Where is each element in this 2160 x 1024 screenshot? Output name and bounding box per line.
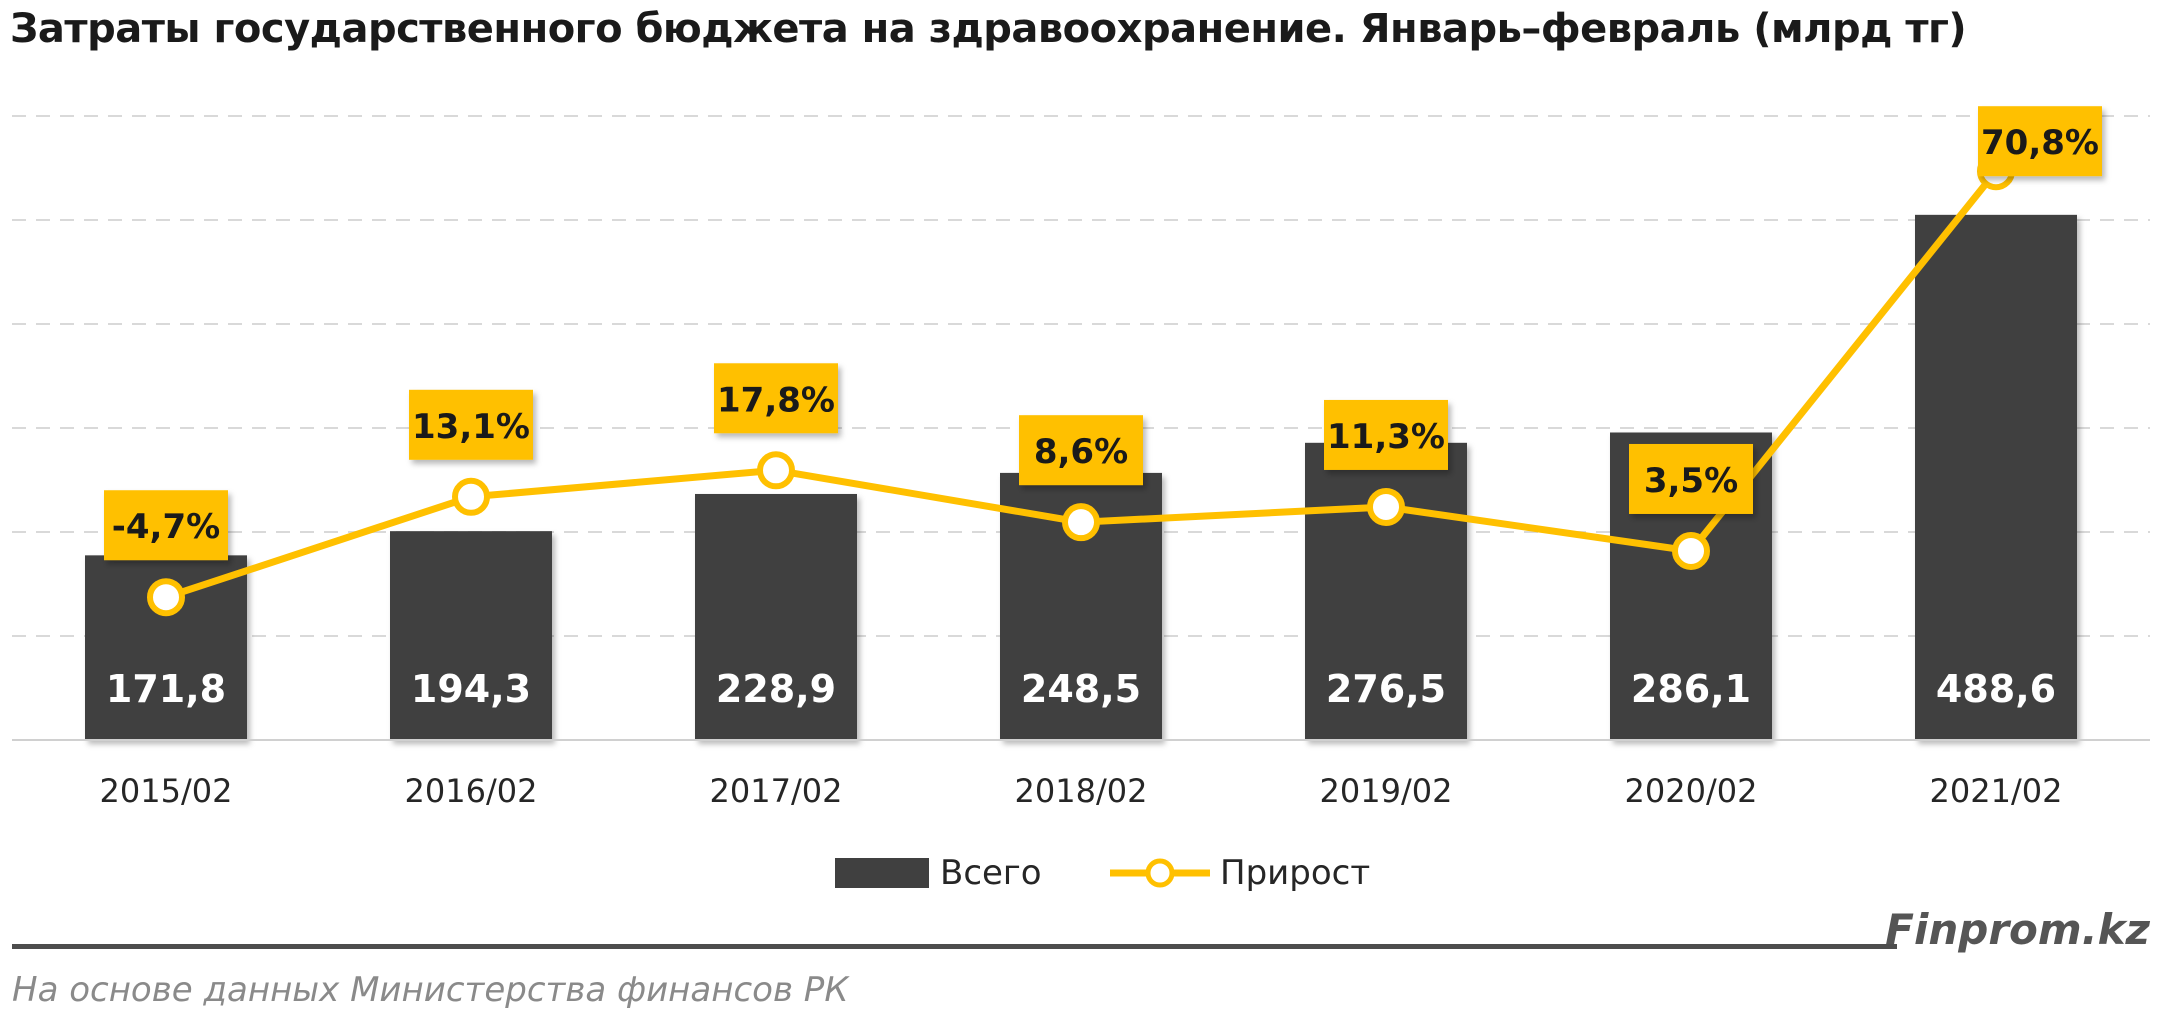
x-tick-label: 2019/02 — [1320, 772, 1453, 810]
bar-value-label: 286,1 — [1631, 667, 1751, 711]
growth-point — [1367, 487, 1405, 526]
growth-label-text: -4,7% — [112, 507, 220, 547]
growth-label: 8,6% — [1019, 415, 1143, 486]
growth-label-box — [1324, 399, 1448, 470]
bars-series — [85, 214, 2077, 741]
growth-label: 3,5% — [1629, 443, 1753, 514]
growth-label-box — [104, 490, 228, 561]
x-tick-label: 2020/02 — [1625, 772, 1758, 810]
brand-watermark: Finprom.kz — [1885, 905, 2150, 954]
bar-2016/02 — [390, 531, 552, 740]
growth-point — [1672, 531, 1710, 570]
growth-point — [147, 578, 185, 617]
growth-point — [452, 477, 490, 516]
growth-point — [757, 451, 795, 490]
legend-label-bars: Всего — [940, 853, 1042, 893]
source-note: На основе данных Министерства финансов Р… — [12, 970, 849, 1010]
growth-label-box — [409, 389, 533, 460]
x-tick-label: 2016/02 — [405, 772, 538, 810]
x-tick-labels: 2015/02 2016/02 2017/02 2018/02 2019/02 2020/… — [100, 772, 2063, 810]
chart-canvas: 171,8 194,3 228,9 248,5 276,5 286,1 488,6 2015… — [12, 106, 2150, 893]
growth-label: 17,8% — [714, 363, 838, 434]
bar-value-label: 171,8 — [106, 667, 226, 711]
growth-label-box — [1978, 106, 2102, 177]
growth-label-box — [1629, 443, 1753, 514]
bar-value-label: 194,3 — [411, 667, 531, 711]
bar-value-label: 488,6 — [1936, 667, 2056, 711]
growth-label-box — [1019, 415, 1143, 486]
growth-label: 11,3% — [1324, 399, 1448, 470]
growth-point — [1062, 503, 1100, 542]
legend-swatch-bars — [835, 858, 929, 888]
line-series: -4,7% 13,1% 17,8% 8,6% 11,3% 3,5% 70,8% — [104, 106, 2102, 617]
growth-label-text: 8,6% — [1034, 432, 1128, 472]
growth-label: 70,8% — [1978, 106, 2102, 177]
growth-label: -4,7% — [104, 490, 228, 561]
bar-value-label: 248,5 — [1021, 667, 1141, 711]
growth-label-box — [714, 363, 838, 434]
x-tick-label: 2015/02 — [100, 772, 233, 810]
footer-rule — [12, 944, 1897, 949]
x-tick-label: 2018/02 — [1015, 772, 1148, 810]
growth-label-text: 17,8% — [717, 380, 835, 420]
bar-2017/02 — [695, 493, 857, 740]
legend: Всего Прирост — [835, 853, 1370, 893]
bar-value-label: 228,9 — [716, 667, 836, 711]
x-tick-label: 2021/02 — [1930, 772, 2063, 810]
legend-swatch-point — [1145, 858, 1175, 888]
growth-label-text: 11,3% — [1327, 417, 1445, 457]
growth-label-text: 3,5% — [1644, 461, 1738, 501]
chart-title: Затраты государственного бюджета на здра… — [10, 6, 1967, 52]
legend-label-line: Прирост — [1220, 853, 1370, 893]
x-tick-label: 2017/02 — [710, 772, 843, 810]
bar-value-label: 276,5 — [1326, 667, 1446, 711]
growth-label: 13,1% — [409, 389, 533, 460]
bar-value-labels: 171,8 194,3 228,9 248,5 276,5 286,1 488,6 — [106, 667, 2056, 711]
bar-2021/02 — [1915, 214, 2077, 741]
growth-label-text: 13,1% — [412, 407, 530, 447]
growth-label-text: 70,8% — [1981, 123, 2099, 163]
